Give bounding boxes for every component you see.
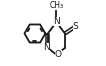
Text: O: O bbox=[55, 50, 62, 59]
Text: N: N bbox=[53, 17, 59, 26]
Text: CH₃: CH₃ bbox=[49, 1, 63, 10]
Text: N: N bbox=[43, 43, 50, 52]
Text: S: S bbox=[73, 22, 79, 31]
